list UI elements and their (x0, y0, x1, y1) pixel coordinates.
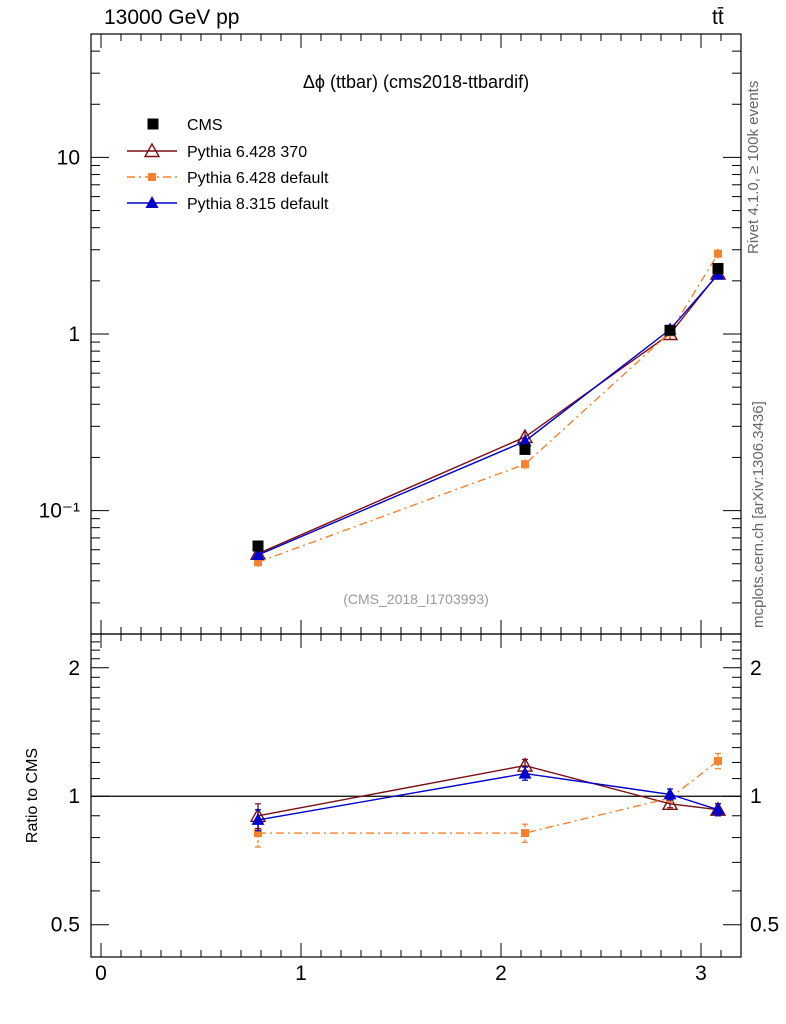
ratio-y-tick-label-right: 1 (750, 785, 762, 808)
series-line-2 (257, 253, 719, 563)
series-point-3 (251, 548, 265, 561)
legend-label: CMS (187, 117, 223, 134)
legend-label: Pythia 6.428 default (187, 170, 329, 187)
legend-marker (148, 173, 156, 181)
chart-title: Δϕ (ttbar) (cms2018-ttbardif) (303, 72, 529, 92)
mcplots-url-label: mcplots.cern.ch [arXiv:1306.3436] (750, 401, 767, 628)
ratio-point-2 (711, 802, 725, 815)
ratio-point-2 (663, 787, 677, 800)
y-tick-label: 10⁻¹ (39, 500, 80, 523)
x-tick-label: 0 (95, 962, 107, 985)
series-point-2 (521, 460, 529, 469)
ratio-point-1 (521, 829, 529, 838)
series-point-3 (518, 434, 532, 447)
series-point-2 (254, 558, 262, 567)
ratio-y-axis-label: Ratio to CMS (24, 748, 41, 843)
series-point-2 (714, 249, 722, 258)
ratio-point-1 (714, 756, 722, 765)
x-tick-label: 2 (495, 962, 507, 985)
ratio-panel-frame (90, 633, 742, 958)
header-collision-label: 13000 GeV pp (104, 6, 240, 29)
series-point-0 (712, 262, 724, 274)
ratio-point-1 (254, 829, 262, 838)
legend-marker (147, 118, 159, 130)
ratio-y-tick-label-right: 0.5 (750, 914, 779, 937)
legend-label: Pythia 6.428 370 (187, 144, 307, 161)
legend-label: Pythia 8.315 default (187, 196, 329, 213)
y-tick-label: 10 (57, 146, 80, 169)
analysis-id-watermark: (CMS_2018_I1703993) (343, 591, 489, 607)
rivet-version-label: Rivet 4.1.0, ≥ 100k events (745, 80, 762, 254)
series-line-3 (257, 274, 719, 556)
ratio-line-2 (257, 772, 719, 821)
ratio-line-1 (258, 760, 719, 834)
series-line-1 (257, 273, 719, 555)
header-process-label: tt̄ (712, 6, 724, 29)
legend-marker (143, 142, 161, 158)
ratio-y-tick-label: 2 (68, 657, 80, 680)
ratio-y-tick-label: 0.5 (51, 914, 80, 937)
ratio-y-tick-label: 1 (68, 785, 80, 808)
ratio-point-2 (251, 812, 265, 825)
x-tick-label: 3 (695, 962, 707, 985)
ratio-point-2 (518, 766, 532, 779)
ratio-y-tick-label-right: 2 (750, 657, 762, 680)
series-point-0 (519, 443, 531, 455)
series-point-0 (252, 540, 264, 552)
ratio-point-0 (661, 795, 679, 811)
legend-marker (145, 196, 159, 208)
y-tick-label: 1 (68, 323, 80, 346)
series-point-0 (664, 324, 676, 336)
x-tick-label: 1 (295, 962, 307, 985)
